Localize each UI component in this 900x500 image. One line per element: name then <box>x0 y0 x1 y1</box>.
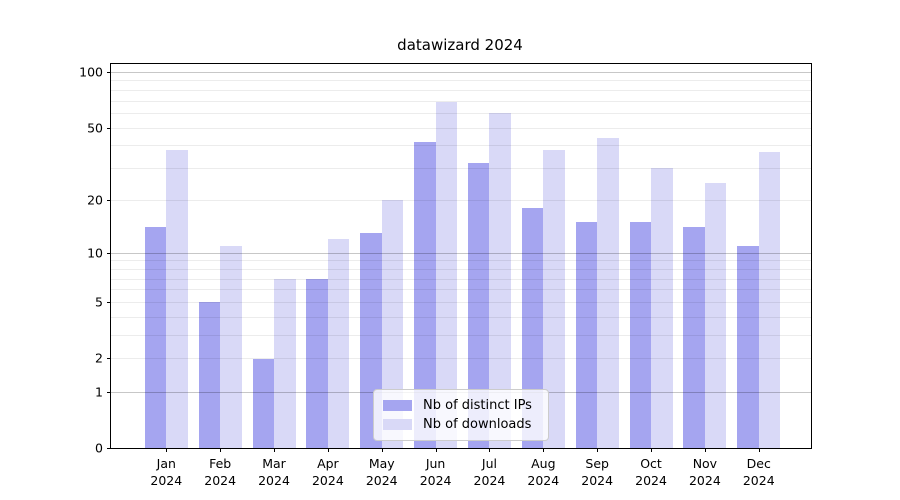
y-tick-mark <box>107 127 111 129</box>
x-tick-mark <box>220 448 222 452</box>
bar-distinct-ips <box>629 222 652 448</box>
bar-downloads <box>381 199 404 448</box>
minor-gridline <box>111 80 811 82</box>
minor-gridline <box>111 168 811 170</box>
x-tick-mark <box>435 448 437 452</box>
bar-distinct-ips <box>144 227 167 448</box>
bar-distinct-ips <box>683 227 705 448</box>
minor-gridline <box>111 268 811 270</box>
x-tick-label: Aug 2024 <box>527 456 560 488</box>
legend-item-distinct-ips: Nb of distinct IPs <box>383 396 538 415</box>
legend-label-downloads: Nb of downloads <box>423 417 532 432</box>
y-tick-mark <box>107 391 111 393</box>
bar-downloads <box>543 149 565 448</box>
legend-item-downloads: Nb of downloads <box>383 415 538 434</box>
grid-layer <box>111 64 811 448</box>
minor-gridline <box>111 289 811 291</box>
chart-title: datawizard 2024 <box>397 36 523 54</box>
bar-downloads <box>220 245 242 448</box>
bar-distinct-ips <box>198 302 221 448</box>
minor-gridline <box>111 89 811 91</box>
y-tick-label: 1 <box>95 384 103 400</box>
bar-distinct-ips <box>306 278 328 448</box>
x-tick-mark <box>651 448 653 452</box>
x-tick-mark <box>381 448 383 452</box>
major-gridline <box>111 71 811 73</box>
minor-gridline <box>111 100 811 102</box>
axis-layer: 100 50 20 10 5 2 1 0 Jan 2024 Feb 2024 Mar 2024 Apr 202… <box>79 64 811 488</box>
y-tick-label: 5 <box>95 294 103 310</box>
y-tick-mark <box>107 358 111 360</box>
bar-downloads <box>758 151 781 448</box>
y-tick-label: 2 <box>95 350 103 366</box>
bar-downloads <box>166 149 188 448</box>
y-tick-label: 20 <box>87 192 103 208</box>
minor-gridline <box>111 199 811 201</box>
y-tick-label: 100 <box>79 64 103 80</box>
x-tick-mark <box>489 448 491 452</box>
minor-gridline <box>111 127 811 129</box>
bar-distinct-ips <box>737 245 759 448</box>
legend: Nb of distinct IPs Nb of downloads <box>373 389 549 441</box>
y-tick-mark <box>107 71 111 73</box>
bar-distinct-ips <box>252 358 275 448</box>
bars-layer <box>111 64 811 448</box>
x-tick-label: Jul 2024 <box>473 456 506 488</box>
x-tick-mark <box>327 448 329 452</box>
y-tick-mark <box>107 302 111 304</box>
bar-downloads <box>489 113 511 448</box>
x-tick-label: Nov 2024 <box>688 456 721 488</box>
minor-gridline <box>111 113 811 115</box>
legend-swatch-distinct-ips <box>383 400 412 411</box>
y-tick-mark <box>107 252 111 254</box>
bar-downloads <box>327 239 350 448</box>
y-tick-label: 0 <box>95 440 103 456</box>
y-tick-mark <box>107 448 111 449</box>
x-tick-label: Dec 2024 <box>742 456 775 488</box>
x-tick-label: Jan 2024 <box>150 456 183 488</box>
bar-distinct-ips <box>575 222 598 448</box>
x-tick-mark <box>597 448 599 452</box>
minor-gridline <box>111 302 811 304</box>
x-tick-mark <box>274 448 276 452</box>
bar-distinct-ips <box>414 141 436 448</box>
x-tick-label: Mar 2024 <box>258 456 290 488</box>
bar-distinct-ips <box>521 208 544 448</box>
bar-distinct-ips <box>467 163 490 448</box>
major-gridline <box>111 252 811 254</box>
x-tick-mark <box>543 448 545 452</box>
bar-downloads <box>651 168 673 448</box>
minor-gridline <box>111 316 811 318</box>
minor-gridline <box>111 335 811 337</box>
x-tick-label: Oct 2024 <box>635 456 667 488</box>
y-tick-label: 50 <box>87 120 103 136</box>
bar-downloads <box>274 278 296 448</box>
x-tick-label: Sep 2024 <box>581 456 614 488</box>
x-tick-mark <box>166 448 168 452</box>
minor-gridline <box>111 358 811 360</box>
x-tick-label: Jun 2024 <box>419 456 452 488</box>
x-tick-mark <box>758 448 760 452</box>
legend-label-distinct-ips: Nb of distinct IPs <box>423 398 532 413</box>
x-tick-label: Feb 2024 <box>204 456 237 488</box>
x-tick-label: Apr 2024 <box>311 456 344 488</box>
y-tick-label: 10 <box>87 245 103 261</box>
x-tick-label: May 2024 <box>365 456 398 488</box>
plot-area: 100 50 20 10 5 2 1 0 Jan 2024 Feb 2024 Mar 2024 Apr 202… <box>79 63 812 488</box>
y-tick-mark <box>107 199 111 201</box>
x-tick-mark <box>704 448 706 452</box>
minor-gridline <box>111 145 811 147</box>
bar-downloads <box>435 101 458 448</box>
bar-downloads <box>704 182 727 448</box>
minor-gridline <box>111 260 811 262</box>
bar-downloads <box>597 137 619 448</box>
minor-gridline <box>111 278 811 280</box>
legend-swatch-downloads <box>383 419 412 430</box>
